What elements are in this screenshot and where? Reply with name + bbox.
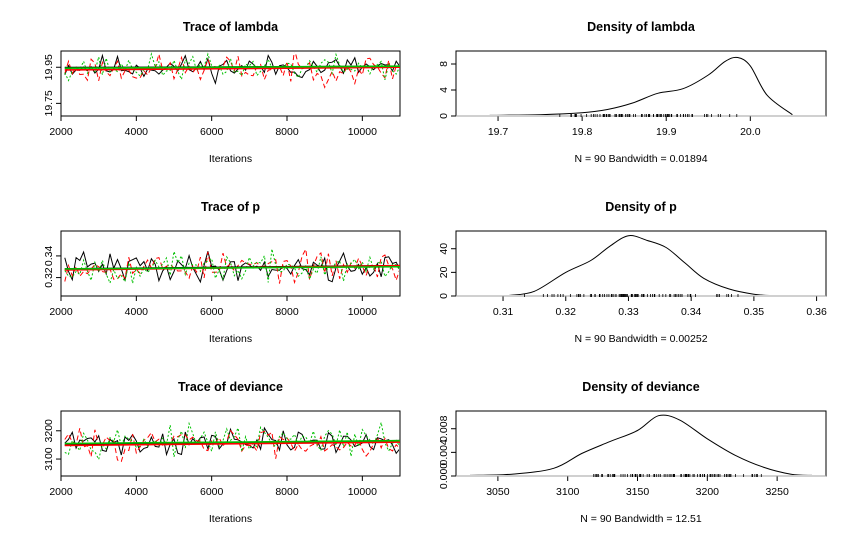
plot-frame <box>455 410 827 477</box>
x-tick-label: 0.35 <box>744 306 765 318</box>
y-tick-label: 4 <box>438 87 450 93</box>
x-tick-label: 4000 <box>125 126 149 138</box>
panel-title: Density of lambda <box>587 20 696 34</box>
panel-2: Density of lambda 19.7 19.8 19.9 20.0 0 4 8 N = … <box>438 20 827 165</box>
x-tick-label: 10000 <box>348 486 377 498</box>
y-tick-label: 19.95 <box>43 54 55 80</box>
x-tick-label: 2000 <box>49 306 73 318</box>
running-mean-line <box>64 66 401 71</box>
x-axis-label: N = 90 Bandwidth = 0.00252 <box>574 333 707 345</box>
x-axis-label: Iterations <box>209 513 252 525</box>
x-tick-label: 4000 <box>125 306 149 318</box>
x-tick-label: 19.7 <box>488 126 509 138</box>
trace-series-line <box>64 426 399 457</box>
x-tick-label: 8000 <box>275 486 299 498</box>
plot-frame <box>60 410 401 477</box>
x-tick-label: 4000 <box>125 486 149 498</box>
trace-series-line <box>64 248 399 285</box>
y-tick-label: 19.75 <box>43 90 55 116</box>
y-tick-label: 3200 <box>43 419 55 443</box>
x-tick-label: 20.0 <box>740 126 761 138</box>
y-tick-label: 40 <box>438 243 450 255</box>
trace-series-line <box>64 52 399 82</box>
x-tick-label: 2000 <box>49 126 73 138</box>
y-tick-label: 0.32 <box>43 267 55 288</box>
y-tick-label: 0 <box>438 293 450 299</box>
x-tick-label: 0.31 <box>493 306 514 318</box>
y-tick-label: 3100 <box>43 447 55 471</box>
trace-series-line <box>64 250 399 284</box>
x-tick-label: 10000 <box>348 306 377 318</box>
x-tick-label: 3150 <box>626 486 650 498</box>
x-tick-label: 3100 <box>556 486 580 498</box>
plot-frame <box>60 50 401 117</box>
x-tick-label: 2000 <box>49 486 73 498</box>
x-tick-label: 19.9 <box>656 126 677 138</box>
x-axis-label: Iterations <box>209 333 252 345</box>
x-tick-label: 6000 <box>200 306 224 318</box>
plot-frame <box>60 230 401 297</box>
x-axis-label: N = 90 Bandwidth = 12.51 <box>580 513 702 525</box>
y-tick-label: 0 <box>438 113 450 119</box>
panel-title: Trace of deviance <box>178 380 283 394</box>
x-axis-label: Iterations <box>209 153 252 165</box>
running-mean-line <box>64 265 401 270</box>
x-tick-label: 3250 <box>765 486 789 498</box>
y-tick-label: 0.004 <box>438 439 450 465</box>
x-axis-label: N = 90 Bandwidth = 0.01894 <box>574 153 707 165</box>
y-tick-label: 0.34 <box>43 246 55 267</box>
density-curve <box>489 56 793 115</box>
running-mean-line <box>64 65 401 69</box>
x-tick-label: 3050 <box>486 486 510 498</box>
panel-4: Density of p 0.31 0.32 0.33 0.34 0.35 0.36 0 20 4… <box>438 200 827 345</box>
density-curve <box>469 414 813 475</box>
y-tick-label: 0.000 <box>438 463 450 489</box>
x-tick-label: 8000 <box>275 126 299 138</box>
panel-title: Trace of lambda <box>183 20 279 34</box>
plot-frame <box>455 50 827 117</box>
panel-5: Trace of deviance 2000 4000 6000 8000 10000 31… <box>43 380 401 525</box>
y-tick-label: 8 <box>438 61 450 67</box>
plot-frame <box>455 230 827 297</box>
panel-1: Trace of lambda 2000 4000 6000 8000 10000 19.7… <box>43 20 401 165</box>
x-tick-label: 0.36 <box>806 306 827 318</box>
density-curve <box>509 235 771 295</box>
panel-3: Trace of p 2000 4000 6000 8000 10000 0.320.34 I… <box>43 200 401 345</box>
x-tick-label: 0.33 <box>618 306 639 318</box>
x-tick-label: 6000 <box>200 486 224 498</box>
panel-title: Trace of p <box>201 200 260 214</box>
x-tick-label: 6000 <box>200 126 224 138</box>
x-tick-label: 3200 <box>696 486 720 498</box>
x-tick-label: 0.32 <box>556 306 577 318</box>
panel-title: Density of p <box>605 200 677 214</box>
running-mean-line <box>64 439 401 445</box>
y-tick-label: 0.008 <box>438 415 450 441</box>
x-tick-label: 0.34 <box>681 306 702 318</box>
x-tick-label: 19.8 <box>572 126 593 138</box>
x-tick-label: 8000 <box>275 306 299 318</box>
panel-title: Density of deviance <box>582 380 699 394</box>
panel-6: Density of deviance 3050 3100 3150 3200 3250 0… <box>438 380 827 525</box>
trace-series-line <box>64 428 399 463</box>
y-tick-label: 20 <box>438 266 450 278</box>
x-tick-label: 10000 <box>348 126 377 138</box>
running-mean-line <box>64 441 401 447</box>
